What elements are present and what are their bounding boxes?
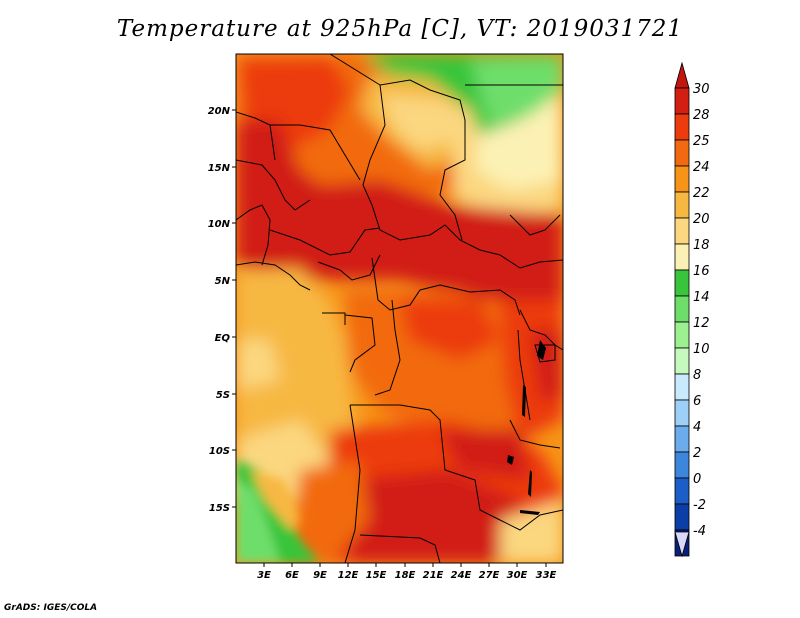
lat-label-eq: EQ [215,333,231,344]
colorbar-label: 14 [693,290,710,305]
country-borders [236,54,563,563]
lat-label-10s: 10S [209,446,230,457]
colorbar-swatch [674,139,690,167]
lon-label-15e: 15E [366,570,387,581]
colorbar-label: 22 [693,186,710,201]
lakes [507,340,546,515]
colorbar-swatch [674,477,690,505]
colorbar-label: 24 [693,160,710,175]
lat-label-15n: 15N [208,163,231,174]
colorbar-swatch [674,503,690,531]
colorbar-label: 6 [693,394,701,409]
colorbar-label: 18 [693,238,710,253]
colorbar-swatch [674,191,690,219]
lon-label-6e: 6E [285,570,299,581]
longitude-axis: 3E 6E 9E 12E 15E 18E 21E 24E 27E 30E 33E [257,563,557,581]
colorbar-swatch [674,165,690,193]
colorbar-swatch [674,113,690,141]
colorbar-label: 16 [693,264,710,279]
grads-credit: GrADS: IGES/COLA [4,603,98,613]
colorbar-swatch [674,217,690,245]
colorbar-label: 2 [693,446,701,461]
lat-label-20n: 20N [208,106,231,117]
colorbar-bottom-arrow [674,531,690,558]
colorbar-swatch [674,451,690,479]
lon-label-30e: 30E [507,570,528,581]
lat-label-5s: 5S [216,390,230,401]
colorbar: 30 28 25 24 22 20 18 16 14 12 10 8 6 4 2… [674,61,710,558]
colorbar-label: 0 [693,472,701,487]
lon-label-33e: 33E [536,570,557,581]
lon-label-21e: 21E [423,570,444,581]
temperature-field [236,54,563,563]
lat-label-15s: 15S [209,503,230,514]
lat-label-5n: 5N [215,276,231,287]
lon-label-18e: 18E [395,570,416,581]
colorbar-swatch [674,321,690,349]
colorbar-swatch [674,87,690,115]
map-title: Temperature at 925hPa [C], VT: 201903172… [116,16,684,42]
colorbar-label: 28 [693,108,710,123]
colorbar-swatch [674,347,690,375]
lon-label-12e: 12E [338,570,359,581]
colorbar-label: 30 [693,82,710,97]
colorbar-label: 25 [693,134,710,149]
colorbar-swatch [674,425,690,453]
lon-label-27e: 27E [479,570,500,581]
colorbar-swatch [674,243,690,271]
colorbar-labels: 30 28 25 24 22 20 18 16 14 12 10 8 6 4 2… [693,82,710,539]
colorbar-label: 8 [693,368,701,383]
colorbar-swatch [674,269,690,297]
colorbar-swatch [674,373,690,401]
colorbar-label: 10 [693,342,710,357]
colorbar-label: 4 [693,420,701,435]
lat-label-10n: 10N [208,219,231,230]
colorbar-swatch [674,295,690,323]
colorbar-label: 12 [693,316,710,331]
colorbar-swatches [674,87,690,557]
lon-label-3e: 3E [257,570,271,581]
lon-label-24e: 24E [451,570,472,581]
colorbar-label: -2 [693,498,706,513]
colorbar-label: -4 [693,524,706,539]
plot-frame [235,53,564,564]
colorbar-top-arrow [674,61,690,89]
lon-label-9e: 9E [313,570,327,581]
colorbar-swatch [674,399,690,427]
latitude-axis: 20N 15N 10N 5N EQ 5S 10S 15S [208,106,236,514]
colorbar-label: 20 [693,212,710,227]
